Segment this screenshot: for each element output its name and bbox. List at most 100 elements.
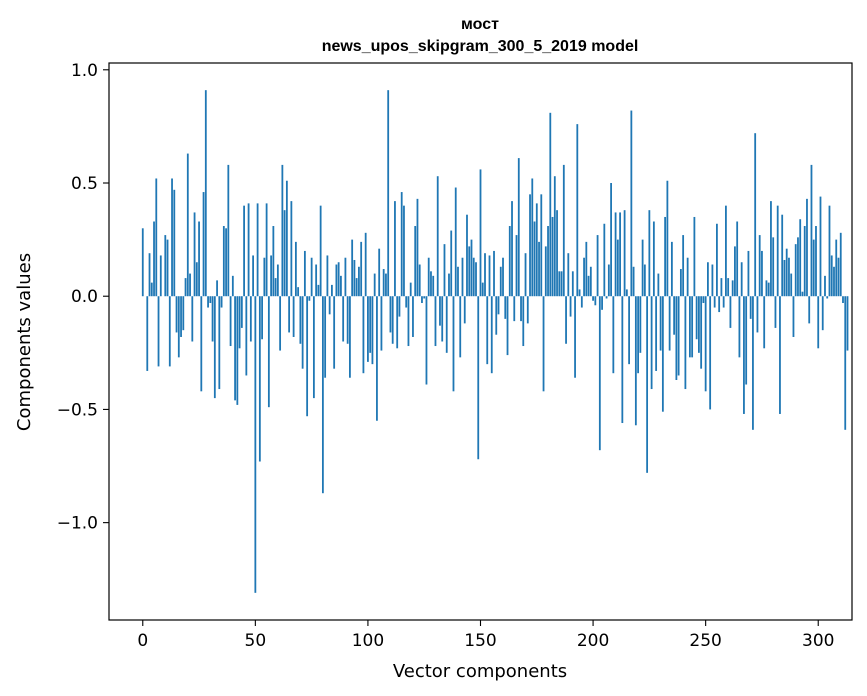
bar — [713, 296, 716, 308]
bar — [484, 253, 486, 297]
bar — [337, 262, 340, 297]
bar — [342, 296, 345, 342]
bar — [452, 296, 455, 392]
bar — [378, 248, 381, 297]
bar — [198, 221, 200, 297]
x-tick-label: 50 — [245, 631, 267, 651]
bar — [835, 239, 838, 297]
bar — [740, 262, 743, 297]
bar — [569, 296, 572, 317]
bar — [308, 296, 311, 301]
bar — [639, 296, 642, 353]
bar — [349, 296, 351, 378]
bar — [502, 257, 504, 297]
bar — [157, 296, 160, 367]
bar — [675, 296, 678, 380]
bar — [182, 296, 185, 331]
bar — [164, 235, 167, 297]
bar — [788, 257, 790, 297]
bar — [664, 216, 667, 297]
bar — [493, 250, 495, 297]
bar — [758, 235, 761, 297]
bar — [738, 296, 741, 358]
y-tick-label: −1.0 — [57, 514, 98, 534]
bar — [621, 296, 624, 424]
bar — [725, 205, 727, 297]
bar — [252, 255, 254, 297]
bar — [686, 257, 689, 297]
bar — [243, 205, 245, 297]
bar — [506, 296, 509, 356]
bar — [477, 296, 480, 460]
bar — [826, 296, 829, 299]
bar — [414, 226, 417, 297]
bar — [285, 180, 288, 297]
bar — [247, 203, 250, 297]
bar — [371, 296, 374, 365]
bar — [276, 264, 279, 297]
bar — [312, 296, 315, 399]
bar — [229, 296, 232, 347]
bar — [486, 296, 489, 365]
bar — [598, 296, 601, 451]
bar — [267, 296, 270, 408]
bar — [177, 296, 180, 358]
bar — [709, 296, 712, 410]
bar — [351, 239, 354, 297]
bar — [238, 296, 241, 349]
bar — [331, 284, 333, 297]
bar — [448, 273, 450, 297]
bar — [358, 266, 360, 297]
bar — [168, 296, 171, 367]
bar — [204, 90, 207, 297]
bar — [292, 296, 295, 337]
bar — [761, 250, 763, 297]
bar — [362, 296, 365, 374]
bar — [193, 212, 196, 297]
bar — [189, 273, 191, 297]
bar — [261, 296, 263, 340]
bar — [324, 296, 327, 378]
bar — [837, 257, 840, 297]
bar — [479, 169, 482, 297]
bar — [562, 164, 565, 297]
bar — [254, 296, 257, 593]
bar — [373, 273, 376, 297]
bar — [659, 296, 662, 351]
bar — [468, 246, 471, 297]
bar — [155, 178, 158, 297]
x-tick-label: 0 — [137, 631, 148, 651]
bar — [409, 282, 412, 297]
bar — [407, 296, 410, 347]
bar — [770, 201, 772, 297]
bar — [842, 296, 844, 304]
bar — [648, 210, 651, 297]
bar — [846, 296, 849, 351]
bar — [380, 296, 383, 351]
bar — [340, 275, 342, 297]
bar — [441, 296, 444, 342]
x-tick-label: 250 — [689, 631, 721, 651]
x-axis-ticks: 0 50 100 150 200 250 300 — [137, 620, 834, 651]
bar — [515, 235, 518, 297]
bar — [310, 257, 313, 297]
bar — [670, 241, 673, 297]
bar — [625, 289, 628, 297]
bar — [272, 226, 275, 297]
bar — [294, 241, 297, 297]
bar — [319, 205, 322, 297]
bar — [810, 164, 813, 297]
y-tick-label: 0.5 — [71, 174, 98, 194]
bar — [421, 296, 423, 304]
bar — [736, 221, 739, 297]
bar — [707, 262, 709, 297]
bar — [517, 158, 520, 297]
bar — [513, 296, 516, 322]
bar — [774, 296, 777, 328]
bar — [655, 296, 658, 371]
bar — [403, 205, 405, 297]
bar — [427, 257, 430, 297]
bar — [522, 296, 525, 347]
bar — [425, 296, 428, 385]
bar — [749, 296, 752, 319]
